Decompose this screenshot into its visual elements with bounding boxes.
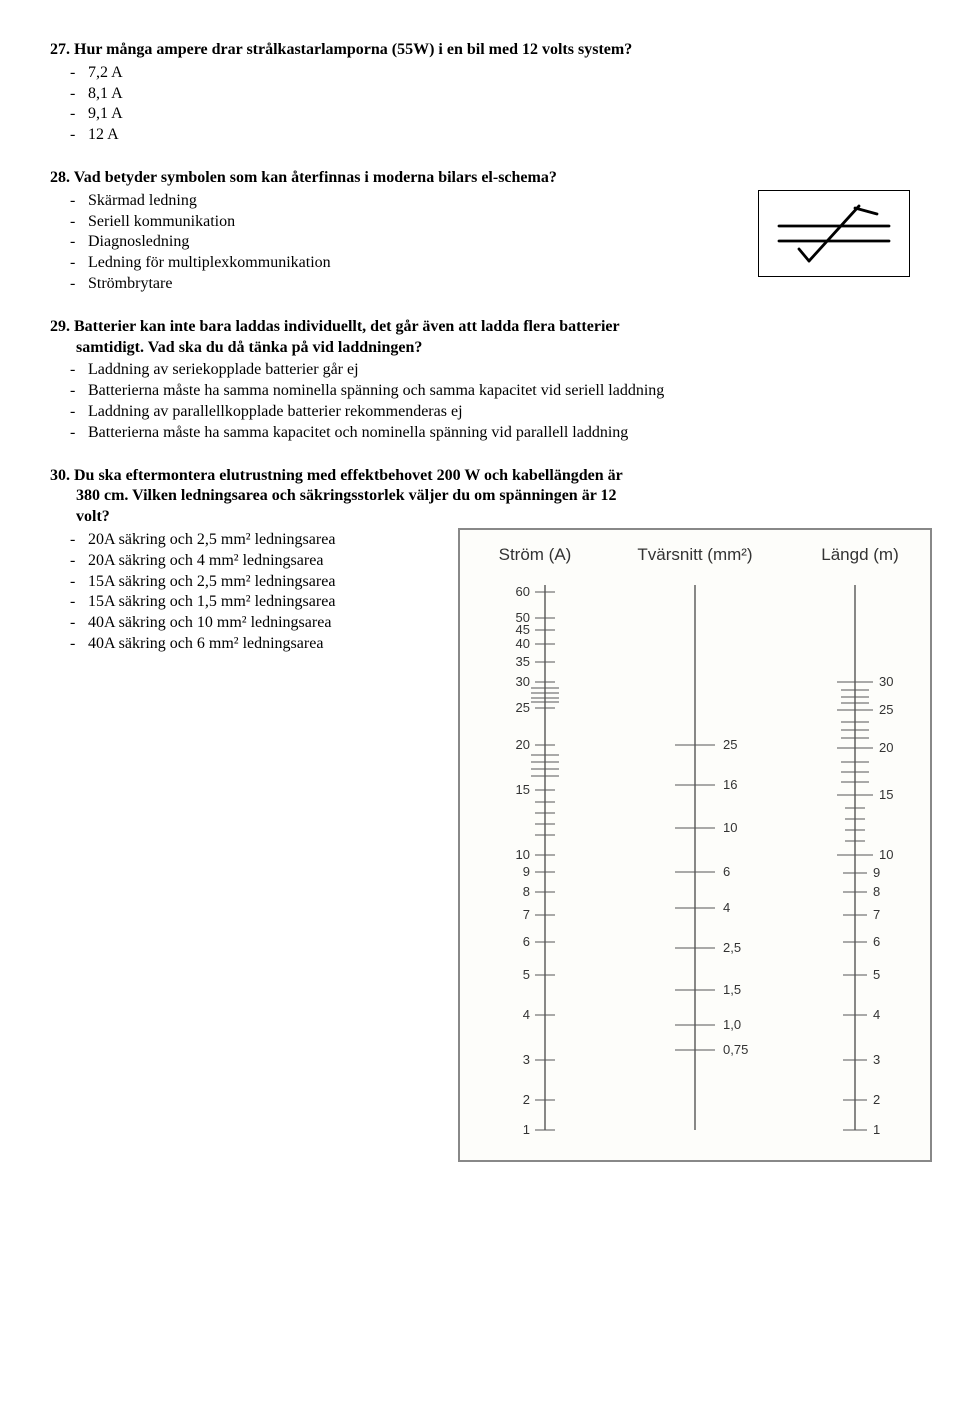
- option-28-4: Strömbrytare: [88, 274, 728, 295]
- svg-text:9: 9: [873, 865, 880, 880]
- nomogram-chart: Ström (A)Tvärsnitt (mm²)Längd (m)6050454…: [458, 528, 932, 1162]
- qnum-29: 29.: [50, 318, 70, 335]
- option-28-0: Skärmad ledning: [88, 191, 728, 212]
- svg-text:Ström (A): Ström (A): [499, 545, 572, 564]
- svg-text:4: 4: [723, 900, 730, 915]
- svg-text:60: 60: [516, 584, 530, 599]
- question-27-text: 27. Hur många ampere drar strålkastarlam…: [50, 40, 910, 61]
- svg-text:40: 40: [516, 636, 530, 651]
- svg-text:8: 8: [523, 884, 530, 899]
- option-27-3: 12 A: [88, 125, 910, 146]
- qtext-27: Hur många ampere drar strålkastarlamporn…: [74, 41, 632, 58]
- svg-text:5: 5: [523, 967, 530, 982]
- svg-text:7: 7: [523, 907, 530, 922]
- svg-text:30: 30: [516, 674, 530, 689]
- question-29-text: 29. Batterier kan inte bara laddas indiv…: [50, 317, 910, 359]
- qtext-29-line1: Batterier kan inte bara laddas individue…: [74, 318, 620, 335]
- options-27: 7,2 A 8,1 A 9,1 A 12 A: [50, 63, 910, 146]
- option-27-1: 8,1 A: [88, 84, 910, 105]
- options-30: 20A säkring och 2,5 mm² ledningsarea 20A…: [50, 530, 440, 655]
- qnum-27: 27.: [50, 41, 70, 58]
- svg-text:6: 6: [523, 934, 530, 949]
- qnum-30: 30.: [50, 467, 70, 484]
- svg-text:8: 8: [873, 884, 880, 899]
- svg-text:1: 1: [873, 1122, 880, 1137]
- svg-text:16: 16: [723, 777, 737, 792]
- qtext-29-line2: samtidigt. Vad ska du då tänka på vid la…: [50, 339, 422, 356]
- svg-text:25: 25: [879, 702, 893, 717]
- svg-text:Tvärsnitt (mm²): Tvärsnitt (mm²): [637, 545, 752, 564]
- svg-text:1,0: 1,0: [723, 1017, 741, 1032]
- option-30-2: 15A säkring och 2,5 mm² ledningsarea: [88, 572, 440, 593]
- svg-text:10: 10: [879, 847, 893, 862]
- svg-text:6: 6: [723, 864, 730, 879]
- qtext-30-line3: volt?: [50, 508, 110, 525]
- svg-text:10: 10: [516, 847, 530, 862]
- qtext-30-line1: Du ska eftermontera elutrustning med eff…: [74, 467, 623, 484]
- svg-text:30: 30: [879, 674, 893, 689]
- svg-text:25: 25: [516, 700, 530, 715]
- qtext-28: Vad betyder symbolen som kan återfinnas …: [74, 169, 557, 186]
- svg-text:45: 45: [516, 622, 530, 637]
- option-30-1: 20A säkring och 4 mm² ledningsarea: [88, 551, 440, 572]
- options-28: Skärmad ledning Seriell kommunikation Di…: [50, 191, 728, 295]
- schema-symbol-icon: [758, 190, 910, 277]
- option-27-2: 9,1 A: [88, 104, 910, 125]
- question-30: 30. Du ska eftermontera elutrustning med…: [50, 466, 910, 1162]
- svg-text:3: 3: [523, 1052, 530, 1067]
- option-30-3: 15A säkring och 1,5 mm² ledningsarea: [88, 592, 440, 613]
- question-27: 27. Hur många ampere drar strålkastarlam…: [50, 40, 910, 146]
- svg-text:2: 2: [523, 1092, 530, 1107]
- option-30-0: 20A säkring och 2,5 mm² ledningsarea: [88, 530, 440, 551]
- svg-text:0,75: 0,75: [723, 1042, 748, 1057]
- question-28: 28. Vad betyder symbolen som kan återfin…: [50, 168, 910, 295]
- svg-text:6: 6: [873, 934, 880, 949]
- option-29-2: Laddning av parallellkopplade batterier …: [88, 402, 910, 423]
- option-29-3: Batterierna måste ha samma kapacitet och…: [88, 423, 910, 444]
- option-29-0: Laddning av seriekopplade batterier går …: [88, 360, 910, 381]
- svg-text:4: 4: [523, 1007, 530, 1022]
- svg-text:1: 1: [523, 1122, 530, 1137]
- question-28-text: 28. Vad betyder symbolen som kan återfin…: [50, 168, 728, 189]
- svg-text:5: 5: [873, 967, 880, 982]
- svg-text:15: 15: [516, 782, 530, 797]
- option-28-2: Diagnosledning: [88, 232, 728, 253]
- svg-text:9: 9: [523, 864, 530, 879]
- option-29-1: Batterierna måste ha samma nominella spä…: [88, 381, 910, 402]
- option-27-0: 7,2 A: [88, 63, 910, 84]
- question-30-text: 30. Du ska eftermontera elutrustning med…: [50, 466, 910, 528]
- svg-text:3: 3: [873, 1052, 880, 1067]
- option-28-3: Ledning för multiplexkommunikation: [88, 253, 728, 274]
- svg-text:1,5: 1,5: [723, 982, 741, 997]
- qtext-30-line2: 380 cm. Vilken ledningsarea och säkrings…: [50, 487, 617, 504]
- option-28-1: Seriell kommunikation: [88, 212, 728, 233]
- qnum-28: 28.: [50, 169, 70, 186]
- svg-text:35: 35: [516, 654, 530, 669]
- option-30-4: 40A säkring och 10 mm² ledningsarea: [88, 613, 440, 634]
- svg-text:2: 2: [873, 1092, 880, 1107]
- option-30-5: 40A säkring och 6 mm² ledningsarea: [88, 634, 440, 655]
- svg-text:20: 20: [879, 740, 893, 755]
- svg-text:Längd (m): Längd (m): [821, 545, 898, 564]
- svg-text:7: 7: [873, 907, 880, 922]
- question-29: 29. Batterier kan inte bara laddas indiv…: [50, 317, 910, 444]
- options-29: Laddning av seriekopplade batterier går …: [50, 360, 910, 443]
- svg-text:10: 10: [723, 820, 737, 835]
- svg-text:25: 25: [723, 737, 737, 752]
- svg-text:2,5: 2,5: [723, 940, 741, 955]
- svg-text:20: 20: [516, 737, 530, 752]
- svg-text:15: 15: [879, 787, 893, 802]
- svg-text:4: 4: [873, 1007, 880, 1022]
